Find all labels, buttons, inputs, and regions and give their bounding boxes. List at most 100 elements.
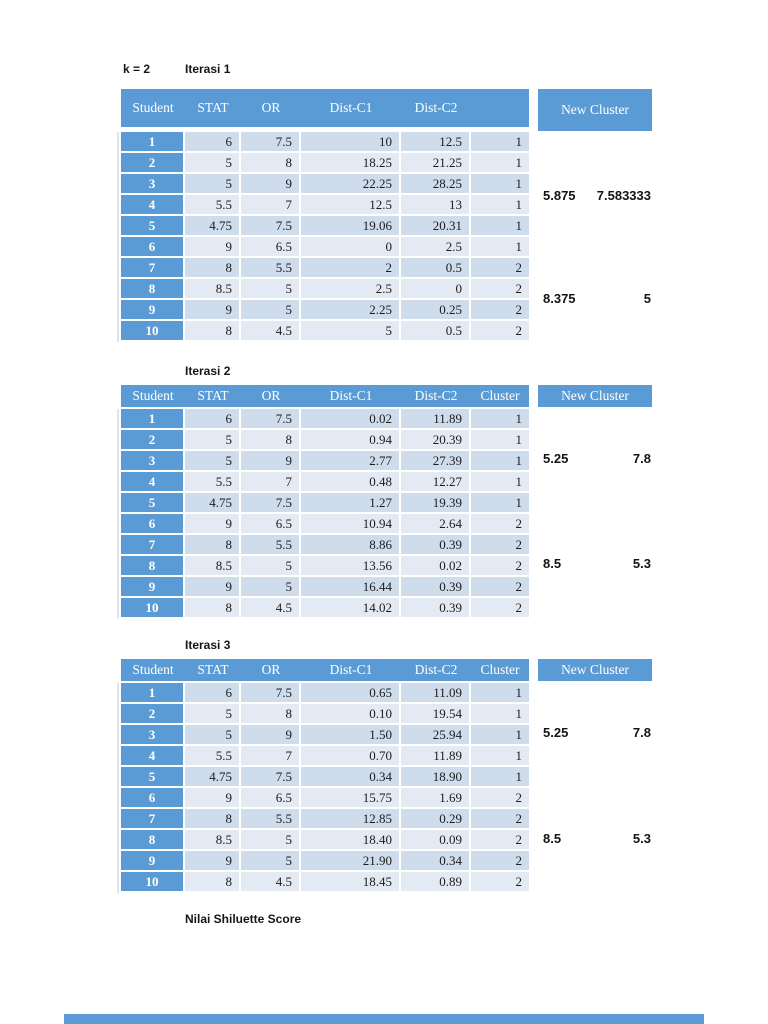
value-cell: 1 bbox=[471, 153, 529, 172]
value-cell: 0.34 bbox=[301, 767, 399, 786]
value-cell: 8 bbox=[185, 598, 239, 617]
centroid-value: 8.375 bbox=[543, 291, 576, 306]
column-header-stat: STAT bbox=[197, 100, 229, 115]
value-cell: 6 bbox=[185, 409, 239, 428]
value-cell: 0 bbox=[401, 279, 469, 298]
value-cell: 0.02 bbox=[301, 409, 399, 428]
value-cell: 12.5 bbox=[401, 132, 469, 151]
student-number-cell: 7 bbox=[121, 258, 183, 277]
value-cell: 18.90 bbox=[401, 767, 469, 786]
new-cluster-centroid: 8.5 5.3 bbox=[543, 831, 651, 846]
column-header-dist-c2: Dist-C2 bbox=[414, 388, 458, 403]
value-cell: 2 bbox=[471, 788, 529, 807]
value-cell: 1 bbox=[471, 451, 529, 470]
centroid-value: 5.875 bbox=[543, 188, 576, 203]
value-cell: 8 bbox=[185, 535, 239, 554]
value-cell: 19.39 bbox=[401, 493, 469, 512]
table-row: 1 6 7.5 0.02 11.89 1 bbox=[121, 409, 529, 428]
value-cell: 16.44 bbox=[301, 577, 399, 596]
value-cell: 0.29 bbox=[401, 809, 469, 828]
table-row: 7 8 5.5 2 0.5 2 bbox=[121, 258, 529, 277]
student-number-cell: 3 bbox=[121, 451, 183, 470]
value-cell: 2 bbox=[471, 577, 529, 596]
value-cell: 13 bbox=[401, 195, 469, 214]
table-row: 5 4.75 7.5 1.27 19.39 1 bbox=[121, 493, 529, 512]
centroid-value: 7.583333 bbox=[596, 188, 651, 203]
shiluette-score-label: Nilai Shiluette Score bbox=[185, 912, 302, 926]
value-cell: 10 bbox=[301, 132, 399, 151]
student-number-cell: 5 bbox=[121, 493, 183, 512]
value-cell: 9 bbox=[185, 514, 239, 533]
value-cell: 12.27 bbox=[401, 472, 469, 491]
student-number-cell: 7 bbox=[121, 535, 183, 554]
new-cluster-centroid: 5.25 7.8 bbox=[543, 725, 651, 740]
value-cell: 2 bbox=[301, 258, 399, 277]
column-header-student: Student bbox=[132, 662, 174, 677]
value-cell: 5 bbox=[241, 830, 299, 849]
value-cell: 4.5 bbox=[241, 872, 299, 891]
student-number-cell: 3 bbox=[121, 725, 183, 744]
value-cell: 8 bbox=[185, 872, 239, 891]
student-number-cell: 2 bbox=[121, 430, 183, 449]
value-cell: 14.02 bbox=[301, 598, 399, 617]
table-row: 2 5 8 0.10 19.54 1 bbox=[121, 704, 529, 723]
value-cell: 5 bbox=[185, 430, 239, 449]
column-header-dist-c1: Dist-C1 bbox=[329, 388, 373, 403]
value-cell: 4.5 bbox=[241, 321, 299, 340]
table-row: 10 8 4.5 5 0.5 2 bbox=[121, 321, 529, 340]
student-number-cell: 9 bbox=[121, 300, 183, 319]
value-cell: 0.94 bbox=[301, 430, 399, 449]
value-cell: 7 bbox=[241, 195, 299, 214]
value-cell: 5 bbox=[185, 153, 239, 172]
value-cell: 1 bbox=[471, 746, 529, 765]
value-cell: 11.89 bbox=[401, 746, 469, 765]
centroid-value: 7.8 bbox=[632, 725, 651, 740]
value-cell: 0.34 bbox=[401, 851, 469, 870]
iterasi-3-header-row: Student STAT OR Dist-C1 Dist-C2 Cluster bbox=[121, 659, 529, 681]
value-cell: 9 bbox=[185, 851, 239, 870]
student-number-cell: 6 bbox=[121, 514, 183, 533]
value-cell: 5 bbox=[185, 704, 239, 723]
value-cell: 0.39 bbox=[401, 577, 469, 596]
student-number-cell: 4 bbox=[121, 472, 183, 491]
student-number-cell: 9 bbox=[121, 851, 183, 870]
table-row: 6 9 6.5 10.94 2.64 2 bbox=[121, 514, 529, 533]
column-header-dist-c1: Dist-C1 bbox=[329, 100, 373, 115]
value-cell: 2 bbox=[471, 809, 529, 828]
new-cluster-header: New Cluster bbox=[538, 89, 652, 131]
value-cell: 15.75 bbox=[301, 788, 399, 807]
iterasi-2-body: 1 6 7.5 0.02 11.89 1 2 5 8 0.94 20.39 1 3 5 9 2.77 27.39… bbox=[121, 409, 529, 619]
value-cell: 4.5 bbox=[241, 598, 299, 617]
value-cell: 0.09 bbox=[401, 830, 469, 849]
column-header-student: Student bbox=[132, 388, 174, 403]
value-cell: 1 bbox=[471, 683, 529, 702]
column-header-cluster: Cluster bbox=[480, 388, 520, 403]
value-cell: 12.85 bbox=[301, 809, 399, 828]
value-cell: 6.5 bbox=[241, 514, 299, 533]
table-row: 3 5 9 1.50 25.94 1 bbox=[121, 725, 529, 744]
value-cell: 28.25 bbox=[401, 174, 469, 193]
value-cell: 2 bbox=[471, 872, 529, 891]
value-cell: 4.75 bbox=[185, 216, 239, 235]
table-row: 3 5 9 22.25 28.25 1 bbox=[121, 174, 529, 193]
student-number-cell: 6 bbox=[121, 788, 183, 807]
centroid-value: 5.25 bbox=[543, 725, 569, 740]
column-header-cluster: Cluster bbox=[480, 662, 520, 677]
table-row: 10 8 4.5 18.45 0.89 2 bbox=[121, 872, 529, 891]
student-number-cell: 1 bbox=[121, 132, 183, 151]
value-cell: 7.5 bbox=[241, 493, 299, 512]
value-cell: 1 bbox=[471, 430, 529, 449]
student-number-cell: 7 bbox=[121, 809, 183, 828]
table-row: 8 8.5 5 2.5 0 2 bbox=[121, 279, 529, 298]
value-cell: 18.45 bbox=[301, 872, 399, 891]
value-cell: 1 bbox=[471, 409, 529, 428]
centroid-value: 5 bbox=[643, 291, 651, 306]
column-header-student: Student bbox=[132, 100, 174, 115]
value-cell: 8.5 bbox=[185, 830, 239, 849]
value-cell: 4.75 bbox=[185, 493, 239, 512]
centroid-value: 8.5 bbox=[543, 831, 562, 846]
new-cluster-centroid: 5.25 7.8 bbox=[543, 451, 651, 466]
value-cell: 7.5 bbox=[241, 132, 299, 151]
value-cell: 1.50 bbox=[301, 725, 399, 744]
value-cell: 1 bbox=[471, 132, 529, 151]
